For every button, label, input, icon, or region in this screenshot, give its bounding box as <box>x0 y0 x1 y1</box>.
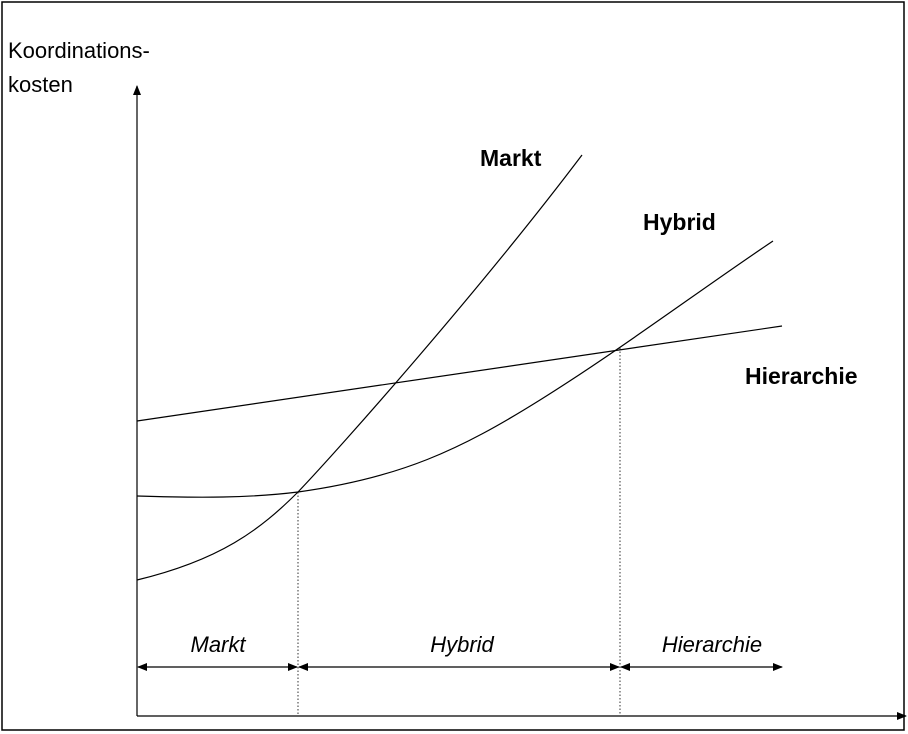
markt-curve <box>136 154 583 581</box>
curve-label: Markt <box>480 145 542 171</box>
region-label: Hierarchie <box>662 632 762 657</box>
axis-label: kosten <box>8 72 73 97</box>
hybrid-curve <box>136 240 774 498</box>
curve-label: Hierarchie <box>745 363 858 389</box>
region-label: Hybrid <box>430 632 494 657</box>
hierarchie-line <box>136 325 783 422</box>
axis-label: Koordinations- <box>8 38 150 63</box>
region-label: Markt <box>191 632 247 657</box>
curve-label: Hybrid <box>643 209 716 235</box>
